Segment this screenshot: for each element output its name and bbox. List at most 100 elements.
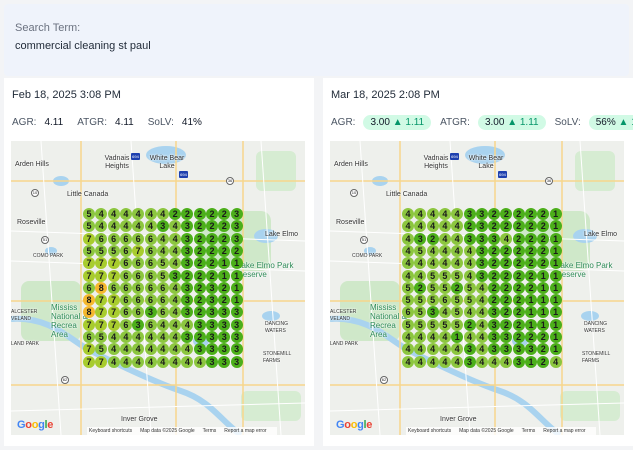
rank-cell[interactable]: 6 xyxy=(132,269,145,282)
rank-cell[interactable]: 4 xyxy=(132,208,145,220)
rank-cell[interactable]: 5 xyxy=(83,220,95,233)
rank-cell[interactable]: 4 xyxy=(451,355,464,368)
rank-cell[interactable]: 4 xyxy=(451,244,464,257)
rank-cell[interactable]: 3 xyxy=(181,220,194,233)
rank-cell[interactable]: 7 xyxy=(107,269,120,282)
rank-cell[interactable]: 4 xyxy=(426,343,439,356)
rank-cell[interactable]: 1 xyxy=(549,306,562,319)
rank-cell[interactable]: 4 xyxy=(463,269,476,282)
rank-cell[interactable]: 6 xyxy=(119,244,132,257)
rank-cell[interactable]: 4 xyxy=(169,244,182,257)
rank-cell[interactable]: 2 xyxy=(537,232,550,245)
rank-cell[interactable]: 2 xyxy=(512,331,525,343)
rank-cell[interactable]: 2 xyxy=(525,331,537,343)
rank-cell[interactable]: 7 xyxy=(83,343,95,356)
rank-cell[interactable]: 3 xyxy=(206,331,218,343)
rank-cell[interactable]: 4 xyxy=(402,269,414,282)
rank-cell[interactable]: 6 xyxy=(132,232,145,245)
rank-cell[interactable]: 2 xyxy=(525,232,537,245)
rank-cell[interactable]: 4 xyxy=(181,318,194,331)
rank-cell[interactable]: 4 xyxy=(169,306,182,319)
rank-cell[interactable]: 1 xyxy=(537,294,550,307)
rank-cell[interactable]: 3 xyxy=(230,355,243,368)
rank-cell[interactable]: 2 xyxy=(463,318,476,331)
rank-cell[interactable]: 7 xyxy=(95,306,108,319)
rank-cell[interactable]: 4 xyxy=(438,343,451,356)
rank-cell[interactable]: 4 xyxy=(414,208,427,220)
rank-cell[interactable]: 2 xyxy=(525,269,537,282)
rank-cell[interactable]: 4 xyxy=(475,318,488,331)
rank-cell[interactable]: 1 xyxy=(525,318,537,331)
rank-cell[interactable]: 4 xyxy=(475,343,488,356)
rank-cell[interactable]: 1 xyxy=(230,294,243,307)
rank-cell[interactable]: 1 xyxy=(525,294,537,307)
rank-cell[interactable]: 4 xyxy=(451,343,464,356)
rank-cell[interactable]: 4 xyxy=(169,281,182,294)
rank-cell[interactable]: 7 xyxy=(83,269,95,282)
rank-cell[interactable]: 4 xyxy=(414,331,427,343)
rank-cell[interactable]: 1 xyxy=(549,343,562,356)
rank-cell[interactable]: 4 xyxy=(156,232,169,245)
terms-link[interactable]: Terms xyxy=(202,428,217,434)
rank-cell[interactable]: 5 xyxy=(451,294,464,307)
rank-cell[interactable]: 3 xyxy=(206,343,218,356)
rank-cell[interactable]: 3 xyxy=(218,306,231,319)
rank-cell[interactable]: 7 xyxy=(83,318,95,331)
rank-cell[interactable]: 2 xyxy=(193,269,206,282)
rank-cell[interactable]: 5 xyxy=(83,244,95,257)
rank-cell[interactable]: 2 xyxy=(512,208,525,220)
rank-cell[interactable]: 3 xyxy=(181,257,194,270)
rank-cell[interactable]: 4 xyxy=(451,232,464,245)
rank-cell[interactable]: 4 xyxy=(438,244,451,257)
rank-cell[interactable]: 3 xyxy=(426,306,439,319)
rank-cell[interactable]: 7 xyxy=(107,294,120,307)
rank-cell[interactable]: 3 xyxy=(181,244,194,257)
rank-cell[interactable]: 2 xyxy=(193,208,206,220)
rank-cell[interactable]: 4 xyxy=(426,220,439,233)
rank-cell[interactable]: 4 xyxy=(107,343,120,356)
rank-cell[interactable]: 4 xyxy=(500,355,513,368)
rank-cell[interactable]: 2 xyxy=(193,331,206,343)
rank-cell[interactable]: 2 xyxy=(537,355,550,368)
rank-cell[interactable]: 7 xyxy=(95,257,108,270)
rank-cell[interactable]: 1 xyxy=(230,257,243,270)
rank-cell[interactable]: 6 xyxy=(144,269,157,282)
rank-cell[interactable]: 4 xyxy=(438,220,451,233)
rank-cell[interactable]: 5 xyxy=(83,208,95,220)
rank-cell[interactable]: 1 xyxy=(549,208,562,220)
rank-cell[interactable]: 3 xyxy=(500,331,513,343)
rank-cell[interactable]: 6 xyxy=(402,306,414,319)
rank-cell[interactable]: 4 xyxy=(426,355,439,368)
rank-cell[interactable]: 4 xyxy=(107,355,120,368)
rank-cell[interactable]: 8 xyxy=(95,281,108,294)
rank-cell[interactable]: 2 xyxy=(218,281,231,294)
rank-cell[interactable]: 4 xyxy=(463,306,476,319)
rank-cell[interactable]: 6 xyxy=(119,294,132,307)
rank-cell[interactable]: 7 xyxy=(95,355,108,368)
rank-cell[interactable]: 3 xyxy=(218,318,231,331)
rank-cell[interactable]: 2 xyxy=(463,220,476,233)
rank-cell[interactable]: 2 xyxy=(488,269,501,282)
rank-cell[interactable]: 2 xyxy=(500,208,513,220)
rank-cell[interactable]: 4 xyxy=(107,331,120,343)
rank-cell[interactable]: 2 xyxy=(500,306,513,319)
rank-cell[interactable]: 4 xyxy=(169,343,182,356)
rank-cell[interactable]: 2 xyxy=(218,244,231,257)
rank-cell[interactable]: 6 xyxy=(83,331,95,343)
rank-cell[interactable]: 4 xyxy=(463,331,476,343)
rank-cell[interactable]: 6 xyxy=(144,318,157,331)
rank-cell[interactable]: 2 xyxy=(512,244,525,257)
rank-cell[interactable]: 3 xyxy=(512,343,525,356)
rank-cell[interactable]: 7 xyxy=(132,244,145,257)
report-error-link[interactable]: Report a map error xyxy=(224,428,267,434)
rank-cell[interactable]: 2 xyxy=(488,220,501,233)
rank-cell[interactable]: 4 xyxy=(132,331,145,343)
rank-cell[interactable]: 3 xyxy=(463,232,476,245)
rank-cell[interactable]: 4 xyxy=(402,257,414,270)
rank-cell[interactable]: 1 xyxy=(451,331,464,343)
rank-cell[interactable]: 6 xyxy=(144,281,157,294)
rank-cell[interactable]: 3 xyxy=(512,355,525,368)
rank-cell[interactable]: 4 xyxy=(414,220,427,233)
rank-cell[interactable]: 2 xyxy=(537,208,550,220)
rank-cell[interactable]: 4 xyxy=(95,220,108,233)
